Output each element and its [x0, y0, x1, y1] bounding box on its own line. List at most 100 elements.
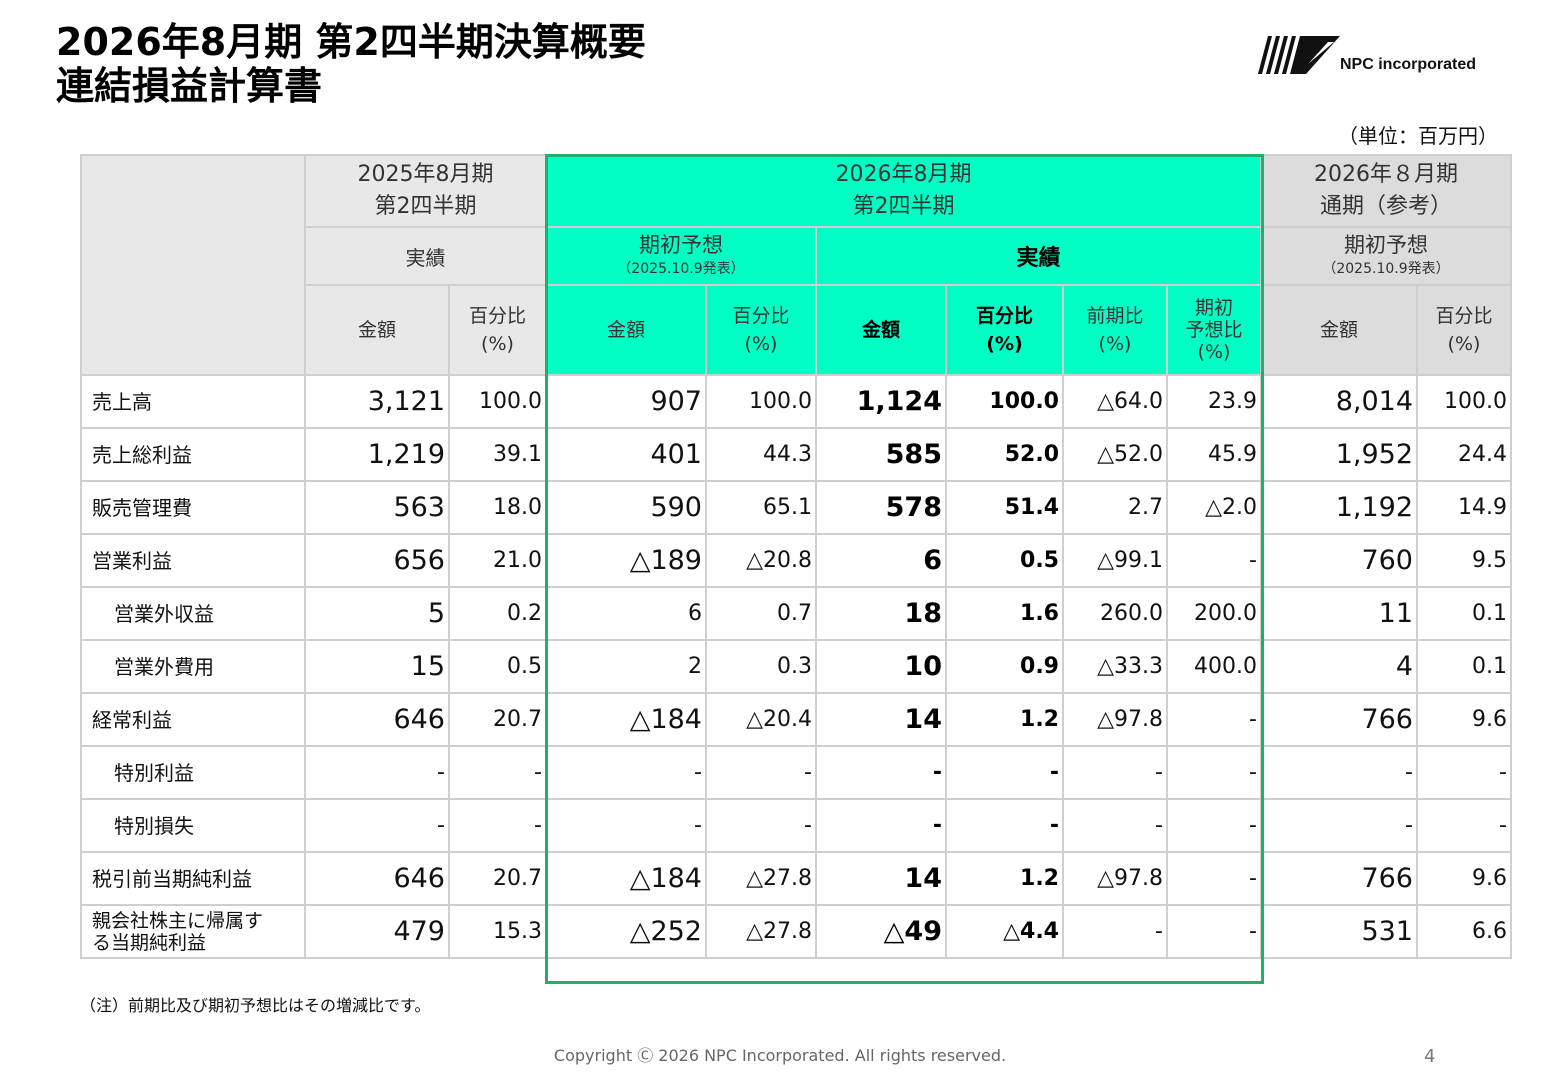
logo-text: NPC incorporated — [1340, 56, 1477, 73]
full-year-pct: 14.9 — [1416, 480, 1512, 535]
prev-pct: 21.0 — [448, 533, 547, 588]
vs-forecast: 200.0 — [1166, 586, 1262, 641]
table-row: 営業外収益 5 0.2 6 0.7 18 1.6 260.0 200.0 11 … — [80, 586, 1512, 641]
table-row: 経常利益 646 20.7 △184 △20.4 14 1.2 △97.8 - … — [80, 692, 1512, 747]
col-yoy: 前期比 (%) — [1062, 284, 1168, 376]
full-year-pct: 6.6 — [1416, 904, 1512, 959]
prev-pct: 0.5 — [448, 639, 547, 694]
actual-pct: 52.0 — [945, 427, 1064, 482]
full-year-amount: 11 — [1260, 586, 1418, 641]
vs-forecast: △2.0 — [1166, 480, 1262, 535]
income-statement-table: 2025年8月期 第2四半期 2026年8月期 第2四半期 2026年８月期 通期（参… — [80, 154, 1512, 959]
row-label: 特別損失 — [80, 798, 306, 853]
row-label: 営業外収益 — [80, 586, 306, 641]
header-curr-forecast: 期初予想 （2025.10.9発表） — [545, 226, 817, 286]
row-label: 営業外費用 — [80, 639, 306, 694]
prev-amount: 563 — [304, 480, 450, 535]
actual-pct: 1.2 — [945, 851, 1064, 906]
forecast-pct: △20.4 — [705, 692, 817, 747]
forecast-pct: 44.3 — [705, 427, 817, 482]
forecast-pct: 65.1 — [705, 480, 817, 535]
yoy-change: △99.1 — [1062, 533, 1168, 588]
prev-pct: 20.7 — [448, 692, 547, 747]
table-row: 特別利益 - - - - - - - - - - — [80, 745, 1512, 800]
full-year-amount: 766 — [1260, 851, 1418, 906]
yoy-change: △97.8 — [1062, 692, 1168, 747]
actual-amount: 1,124 — [815, 374, 947, 429]
prev-pct: 20.7 — [448, 851, 547, 906]
forecast-amount: △252 — [545, 904, 707, 959]
prev-pct: 100.0 — [448, 374, 547, 429]
full-year-pct: 9.6 — [1416, 692, 1512, 747]
forecast-pct: △27.8 — [705, 904, 817, 959]
actual-amount: - — [815, 798, 947, 853]
full-year-pct: 100.0 — [1416, 374, 1512, 429]
table-row: 販売管理費 563 18.0 590 65.1 578 51.4 2.7 △2.… — [80, 480, 1512, 535]
vs-forecast: - — [1166, 692, 1262, 747]
prev-amount: - — [304, 798, 450, 853]
page-title: 2026年8月期 第2四半期決算概要 連結損益計算書 — [56, 20, 646, 108]
row-label: 販売管理費 — [80, 480, 306, 535]
prev-pct: 0.2 — [448, 586, 547, 641]
prev-pct: 15.3 — [448, 904, 547, 959]
vs-forecast: - — [1166, 798, 1262, 853]
forecast-amount: 6 — [545, 586, 707, 641]
forecast-pct: 0.3 — [705, 639, 817, 694]
prev-amount: - — [304, 745, 450, 800]
header-prev-actual: 実績 — [304, 226, 547, 286]
row-label: 特別利益 — [80, 745, 306, 800]
forecast-pct: 0.7 — [705, 586, 817, 641]
forecast-pct: 100.0 — [705, 374, 817, 429]
prev-amount: 3,121 — [304, 374, 450, 429]
yoy-change: 2.7 — [1062, 480, 1168, 535]
col-fc-amount: 金額 — [545, 284, 707, 376]
full-year-pct: 9.6 — [1416, 851, 1512, 906]
table-row: 親会社株主に帰属す る当期純利益 479 15.3 △252 △27.8 △49 … — [80, 904, 1512, 959]
title-line-2: 連結損益計算書 — [56, 64, 323, 108]
actual-pct: 1.2 — [945, 692, 1064, 747]
full-year-amount: 760 — [1260, 533, 1418, 588]
prev-pct: 39.1 — [448, 427, 547, 482]
yoy-change: △64.0 — [1062, 374, 1168, 429]
actual-pct: △4.4 — [945, 904, 1064, 959]
prev-amount: 656 — [304, 533, 450, 588]
prev-amount: 1,219 — [304, 427, 450, 482]
table-row: 売上高 3,121 100.0 907 100.0 1,124 100.0 △6… — [80, 374, 1512, 429]
vs-forecast: 45.9 — [1166, 427, 1262, 482]
header-curr-actual: 実績 — [815, 226, 1262, 286]
forecast-amount: - — [545, 798, 707, 853]
yoy-change: - — [1062, 798, 1168, 853]
row-label: 売上総利益 — [80, 427, 306, 482]
forecast-amount: △184 — [545, 692, 707, 747]
forecast-pct: △27.8 — [705, 851, 817, 906]
full-year-pct: - — [1416, 745, 1512, 800]
prev-pct: 18.0 — [448, 480, 547, 535]
table-row: 営業利益 656 21.0 △189 △20.8 6 0.5 △99.1 - 7… — [80, 533, 1512, 588]
prev-amount: 5 — [304, 586, 450, 641]
forecast-amount: 590 — [545, 480, 707, 535]
col-fc-pct: 百分比 (%) — [705, 284, 817, 376]
prev-amount: 646 — [304, 851, 450, 906]
footnote: （注）前期比及び期初予想比はその増減比です。 — [80, 996, 431, 1015]
full-year-amount: 1,952 — [1260, 427, 1418, 482]
full-year-pct: 9.5 — [1416, 533, 1512, 588]
full-year-amount: 8,014 — [1260, 374, 1418, 429]
actual-pct: 100.0 — [945, 374, 1064, 429]
row-label: 親会社株主に帰属す る当期純利益 — [80, 904, 306, 959]
row-label: 売上高 — [80, 374, 306, 429]
company-logo: NPC incorporated — [1256, 34, 1516, 76]
col-prev-pct: 百分比 (%) — [448, 284, 547, 376]
forecast-pct: - — [705, 745, 817, 800]
full-year-amount: - — [1260, 798, 1418, 853]
table-row: 売上総利益 1,219 39.1 401 44.3 585 52.0 △52.0… — [80, 427, 1512, 482]
prev-amount: 15 — [304, 639, 450, 694]
yoy-change: △52.0 — [1062, 427, 1168, 482]
actual-pct: 0.9 — [945, 639, 1064, 694]
forecast-amount: △184 — [545, 851, 707, 906]
vs-forecast: 23.9 — [1166, 374, 1262, 429]
full-year-pct: 24.4 — [1416, 427, 1512, 482]
actual-pct: - — [945, 745, 1064, 800]
vs-forecast: - — [1166, 533, 1262, 588]
actual-amount: 585 — [815, 427, 947, 482]
full-year-amount: 766 — [1260, 692, 1418, 747]
